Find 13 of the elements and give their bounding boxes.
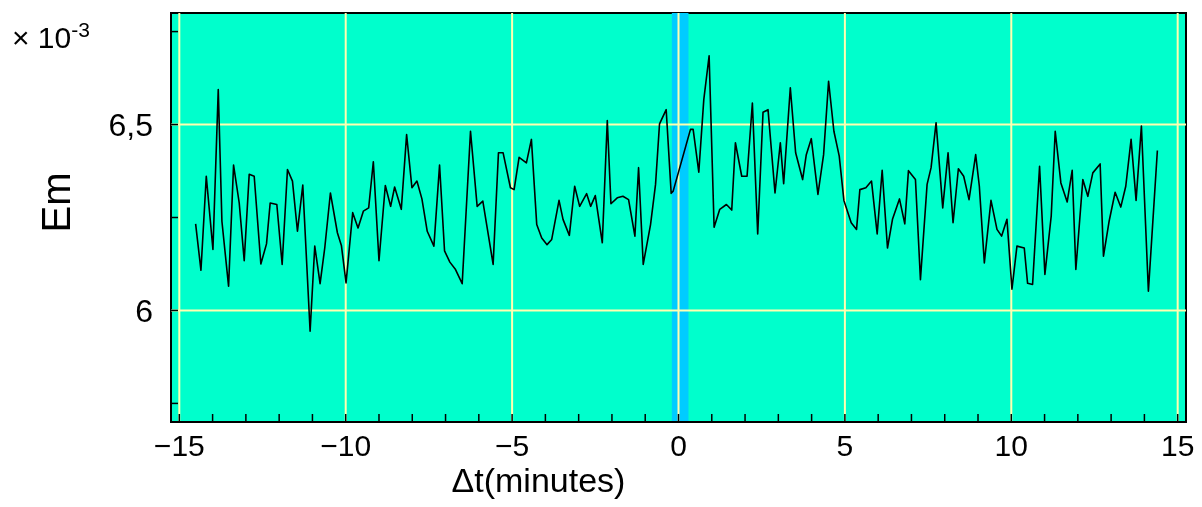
x-tick-label: 10 <box>994 429 1028 462</box>
x-axis-title: Δt(minutes) <box>451 461 626 499</box>
x-tick-label: 15 <box>1160 429 1195 462</box>
x-tick-label: −5 <box>495 429 530 462</box>
y-tick-label: 6 <box>135 292 153 329</box>
y-axis-title: Em <box>34 172 78 233</box>
y-tick-label: 6,5 <box>108 106 153 143</box>
x-tick-label: 0 <box>670 429 687 462</box>
line-series <box>194 54 1159 333</box>
x-tick-label: 5 <box>836 429 854 462</box>
x-tick-label: −10 <box>320 429 372 462</box>
x-tick-label: −15 <box>153 429 205 462</box>
text: × 10$^{-3}$ <box>12 17 90 54</box>
